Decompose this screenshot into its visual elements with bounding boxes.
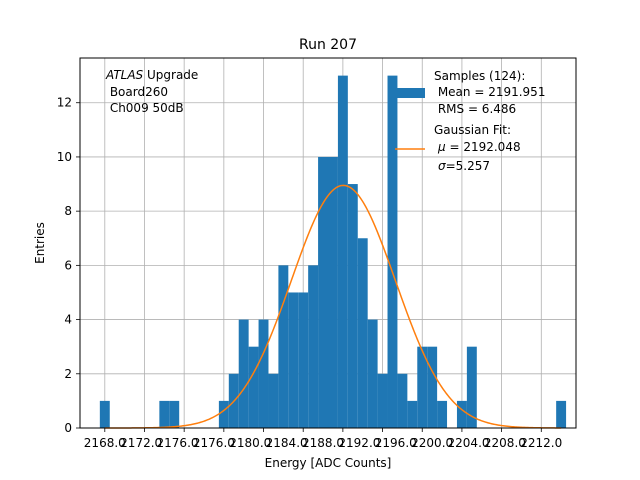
histogram-bar-20 — [387, 75, 398, 428]
legend-fit-line-1: Gaussian Fit: — [434, 123, 511, 137]
annotation-atlas: ATLAS — [105, 68, 144, 82]
histogram-bar-28 — [556, 400, 567, 428]
histogram-bar-10 — [288, 292, 299, 428]
y-tick-label-0: 0 — [64, 421, 72, 435]
x-tick-label-5: 2184.0 — [266, 436, 308, 450]
histogram-bars — [99, 75, 567, 428]
x-tick-label-8: 2196.0 — [375, 436, 417, 450]
legend-samples-patch — [395, 88, 425, 98]
legend-sigma-value: =5.257 — [446, 159, 490, 173]
x-tick-label-2: 2176.0 — [157, 436, 199, 450]
histogram-bar-24 — [427, 346, 438, 428]
y-tick-label-2: 4 — [64, 313, 72, 327]
histogram-bar-23 — [417, 346, 428, 428]
x-tick-label-9: 2200.0 — [411, 436, 453, 450]
x-tick-label-12: 2212.0 — [520, 436, 562, 450]
y-axis-label: Entries — [33, 222, 47, 264]
y-axis-ticks: 0 2 4 6 8 10 12 — [57, 96, 80, 435]
x-tick-label-3: 2176.0 — [193, 436, 235, 450]
x-tick-label-0: 2168.0 — [84, 436, 126, 450]
histogram-bar-0 — [99, 400, 110, 428]
histogram-bar-3 — [218, 400, 229, 428]
histogram-bar-19 — [377, 373, 388, 428]
histogram-bar-16 — [347, 184, 358, 428]
annotation-line-1: ATLAS Upgrade — [105, 68, 198, 82]
annotation-line-3: Ch009 50dB — [106, 101, 184, 115]
legend: Samples (124): Mean = 2191.951 RMS = 6.4… — [395, 69, 545, 173]
histogram-bar-17 — [357, 238, 368, 428]
histogram-bar-5 — [238, 319, 249, 428]
y-tick-label-5: 10 — [57, 150, 72, 164]
histogram-bar-27 — [466, 346, 477, 428]
histogram-bar-14 — [328, 156, 338, 428]
x-tick-label-11: 2208.0 — [484, 436, 526, 450]
y-tick-label-6: 12 — [57, 96, 72, 110]
histogram-bar-7 — [258, 319, 269, 428]
legend-mu-symbol: μ — [437, 140, 446, 154]
gaussian-fit-curve — [104, 184, 562, 429]
x-tick-label-4: 2180.0 — [229, 436, 271, 450]
histogram-bar-11 — [298, 292, 309, 428]
x-axis-ticks: 2168.02172.02176.02176.02180.02184.02188… — [84, 428, 562, 450]
annotation-box: ATLAS Upgrade Board260 Ch009 50dB — [105, 68, 198, 115]
x-tick-label-1: 2172.0 — [120, 436, 162, 450]
histogram-bar-9 — [278, 265, 289, 428]
legend-mu-value: = 2192.048 — [446, 140, 521, 154]
legend-fit-sigma: σ=5.257 — [438, 159, 490, 173]
histogram-bar-13 — [318, 156, 328, 428]
plot-frame — [79, 57, 577, 429]
histogram-bar-25 — [437, 400, 448, 428]
histogram-bar-26 — [456, 400, 467, 428]
legend-samples-line-1: Samples (124): — [434, 69, 525, 83]
legend-samples-line-2: Mean = 2191.951 — [434, 85, 545, 99]
annotation-upgrade: Upgrade — [143, 68, 198, 82]
histogram-bar-21 — [397, 373, 408, 428]
chart-title: Run 207 — [299, 37, 357, 53]
y-tick-label-3: 6 — [64, 258, 72, 272]
legend-sigma-symbol: σ — [438, 159, 446, 173]
x-tick-label-6: 2188.0 — [302, 436, 344, 450]
histogram-bar-1 — [159, 400, 170, 428]
legend-fit-mu: μ = 2192.048 — [437, 140, 521, 154]
x-tick-label-7: 2192.0 — [338, 436, 380, 450]
histogram-bar-22 — [407, 400, 418, 428]
histogram-bar-15 — [337, 75, 348, 428]
annotation-line-2: Board260 — [106, 85, 168, 99]
y-tick-label-4: 8 — [64, 204, 72, 218]
histogram-bar-6 — [248, 346, 259, 428]
histogram-bar-2 — [169, 400, 180, 428]
x-axis-label: Energy [ADC Counts] — [265, 456, 392, 470]
histogram-bar-8 — [268, 373, 279, 428]
x-tick-label-10: 2204.0 — [448, 436, 490, 450]
legend-samples-line-3: RMS = 6.486 — [434, 102, 516, 116]
y-tick-label-1: 2 — [64, 367, 72, 381]
histogram-bar-18 — [367, 319, 378, 428]
histogram-bar-12 — [308, 265, 319, 428]
